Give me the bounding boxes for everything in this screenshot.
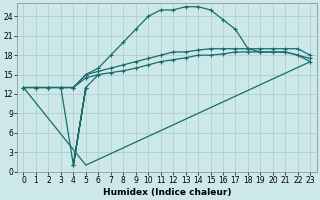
- X-axis label: Humidex (Indice chaleur): Humidex (Indice chaleur): [103, 188, 231, 197]
